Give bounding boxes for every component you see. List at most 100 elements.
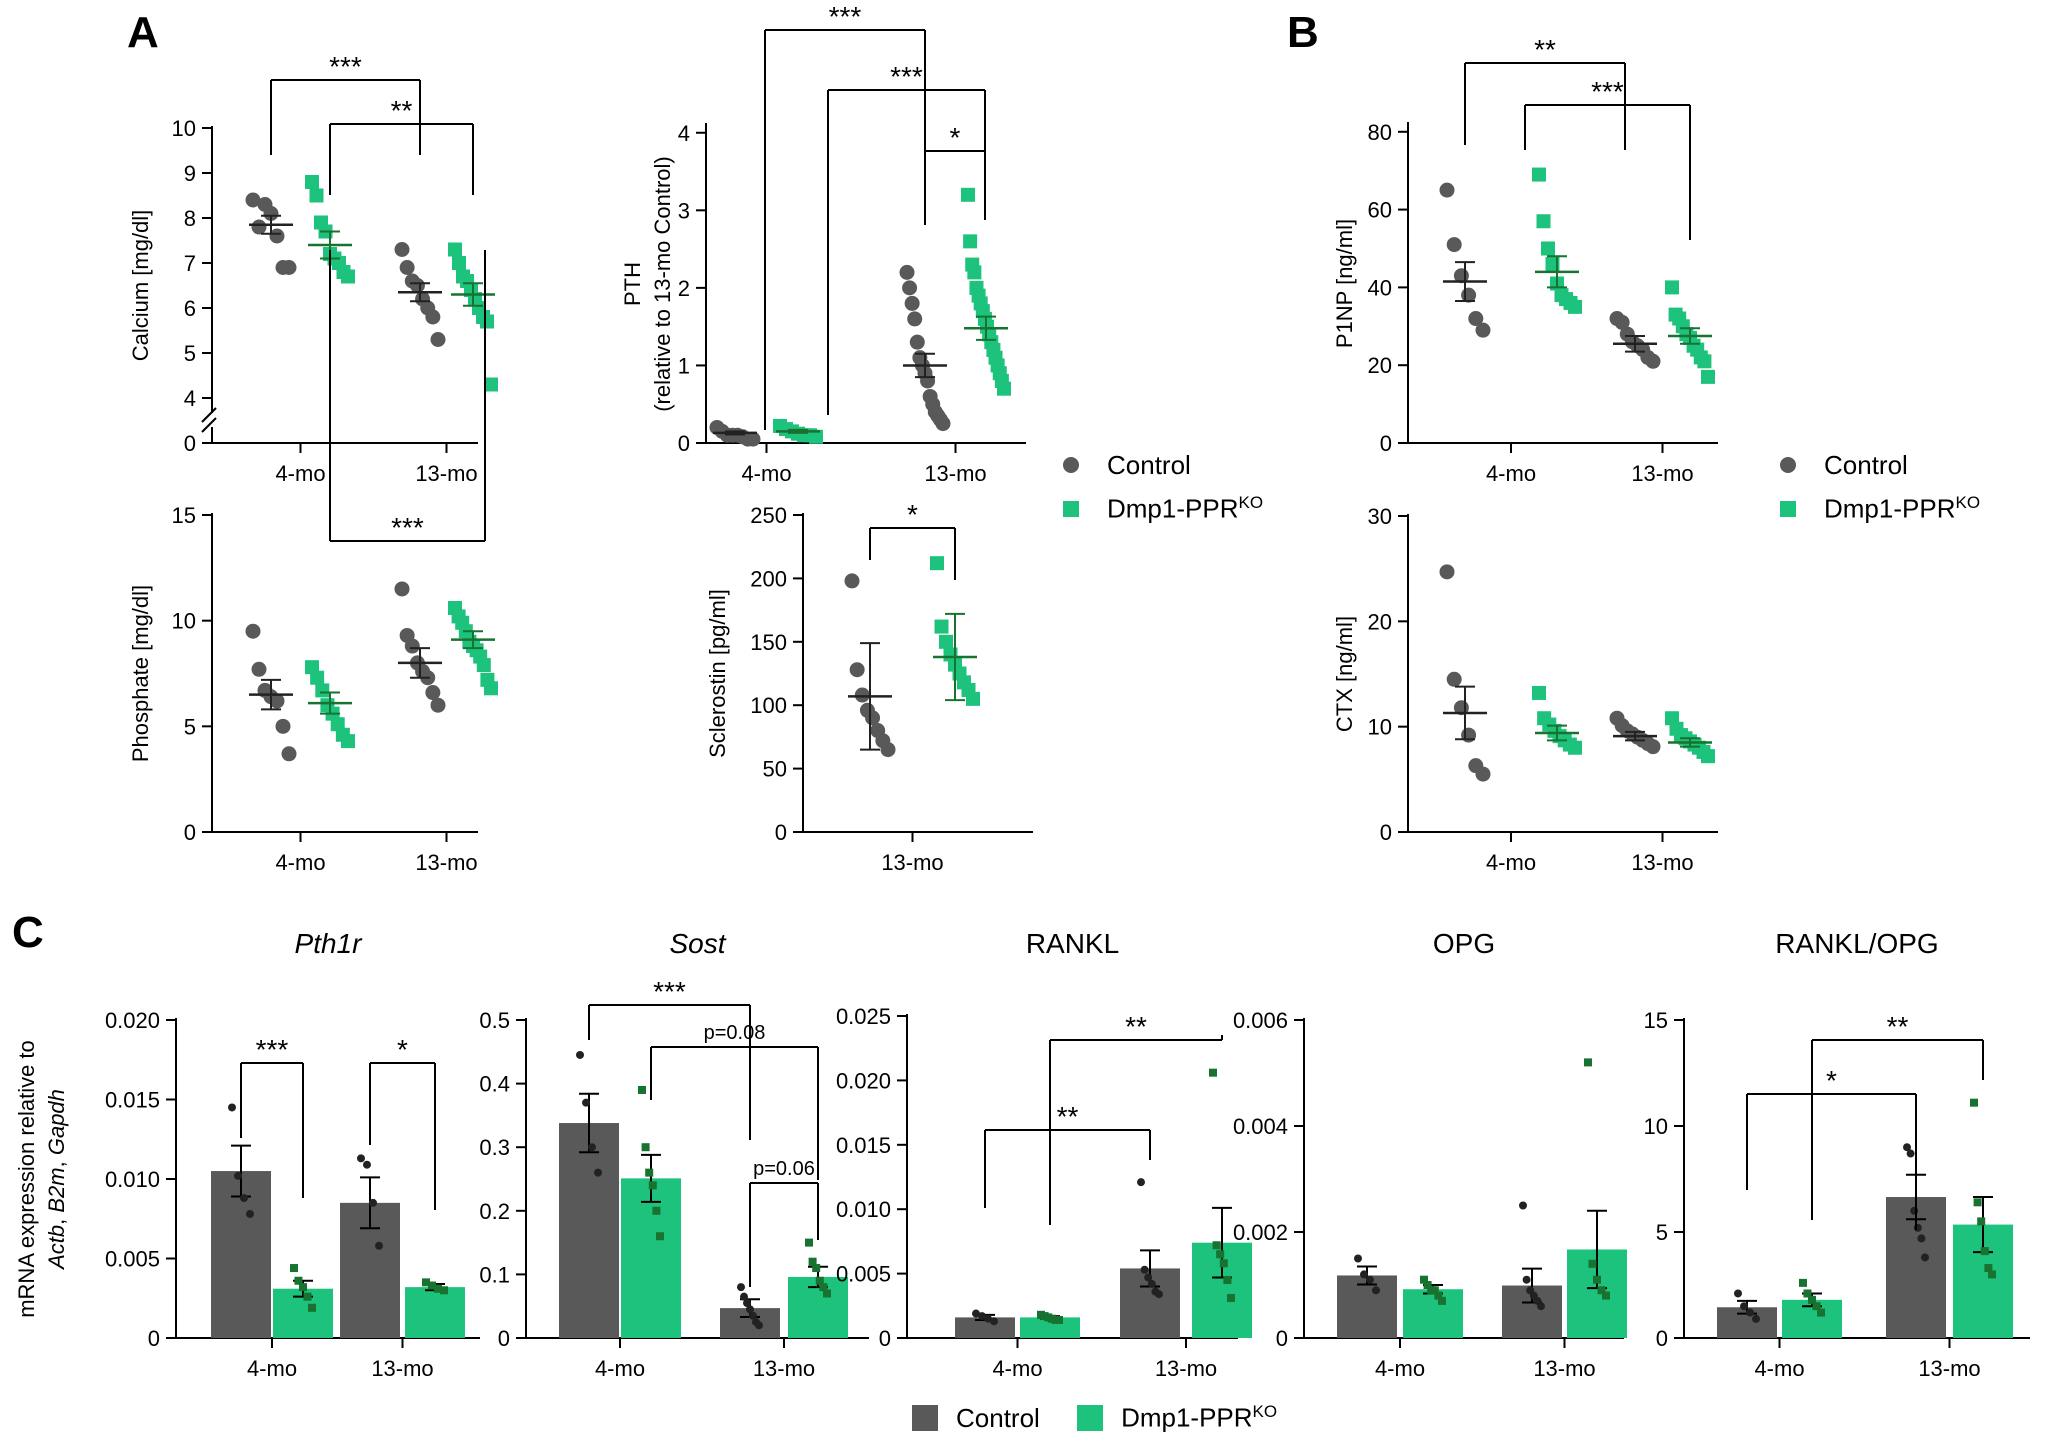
pth-point <box>904 295 920 311</box>
pth-x-tick-label: 13-mo <box>924 461 986 486</box>
legend-marker-control <box>912 1405 938 1431</box>
sost-significance-label: *** <box>653 976 686 1007</box>
opg-point <box>1519 1201 1527 1210</box>
sost-significance-label: p=0.06 <box>753 1158 815 1180</box>
calcium-y-tick-label: 8 <box>184 206 196 231</box>
pth1r-point <box>308 1303 316 1312</box>
pth1r-y-label-genes: Actb, B2m, Gapdh <box>44 1089 69 1271</box>
rankl_opg-x-tick-label: 13-mo <box>1918 1356 1980 1381</box>
rankl-y-tick-label: 0.010 <box>836 1197 891 1222</box>
p1np-y-tick-label: 40 <box>1368 275 1392 300</box>
p1np-point <box>1468 311 1484 327</box>
pth-y-label: PTH <box>620 262 645 306</box>
sclerostin-y-tick-label: 150 <box>750 630 787 655</box>
pth-point <box>902 280 918 296</box>
pth1r-point <box>434 1284 442 1293</box>
rankl-point <box>1147 1279 1156 1288</box>
p1np-significance-label: ** <box>1534 34 1556 65</box>
rankl_opg-y-tick-label: 10 <box>1644 1114 1668 1139</box>
calcium-x-tick-label: 4-mo <box>275 461 325 486</box>
rankl-point <box>978 1312 986 1321</box>
opg-point <box>1423 1281 1432 1289</box>
rankl-point <box>972 1309 980 1318</box>
rankl_opg-point <box>1812 1302 1821 1311</box>
calcium-y-tick-label: 6 <box>184 296 196 321</box>
legend-item-ko: Dmp1-PPRKO <box>1063 487 1263 531</box>
pth-y-tick-label: 3 <box>678 198 690 223</box>
pth1r-point <box>228 1103 236 1112</box>
pth1r-y-tick-label: 0.020 <box>105 1008 160 1033</box>
calcium-point <box>263 206 279 221</box>
phosphate-x-tick-label: 13-mo <box>415 850 477 875</box>
legend-item-control: Control <box>912 1396 1040 1440</box>
phosphate-point <box>341 734 355 749</box>
pth1r-significance-label: * <box>397 1034 408 1065</box>
pth1r-point <box>234 1171 242 1180</box>
pth-y-tick-label: 4 <box>678 121 690 146</box>
sost-title: Sost <box>669 928 726 959</box>
sost-point <box>652 1206 661 1215</box>
pth-point <box>935 416 951 432</box>
rankl_opg-point <box>1740 1302 1748 1311</box>
p1np-x-tick-label: 4-mo <box>1486 461 1536 486</box>
pth1r-point <box>363 1160 371 1169</box>
rankl_opg-point <box>1980 1247 1989 1256</box>
rankl-bar <box>955 1317 1015 1338</box>
phosphate-point <box>269 693 285 709</box>
rankl-point <box>1212 1241 1221 1250</box>
calcium-point <box>399 260 415 275</box>
pth-x-tick-label: 4-mo <box>741 461 791 486</box>
rankl-title: RANKL <box>1026 928 1119 959</box>
sost-point <box>737 1283 745 1292</box>
sost-point <box>823 1289 831 1298</box>
pth1r-point <box>428 1281 436 1290</box>
rankl-point <box>990 1317 998 1326</box>
pth1r-x-tick-label: 4-mo <box>247 1356 297 1381</box>
calcium-point <box>448 242 462 257</box>
pth1r-point <box>357 1154 365 1163</box>
sost-bar <box>559 1123 619 1338</box>
panel-label-a: A <box>127 8 159 57</box>
rankl-point <box>1055 1315 1063 1324</box>
p1np-y-tick-label: 80 <box>1368 120 1392 145</box>
sost-y-tick-label: 0 <box>498 1326 510 1351</box>
legend-label-ko: Dmp1-PPRKO <box>1107 493 1264 524</box>
legend-panel-b: Control Dmp1-PPRKO <box>1780 443 1980 531</box>
sclerostin-point <box>966 691 980 706</box>
phosphate-point <box>425 685 441 701</box>
p1np-y-tick-label: 60 <box>1368 198 1392 223</box>
ctx-y-tick-label: 0 <box>1380 820 1392 845</box>
legend-marker-control <box>1063 457 1079 473</box>
calcium-y-tick-label: 7 <box>184 251 196 276</box>
opg-point <box>1420 1275 1428 1284</box>
rankl-point <box>1223 1276 1232 1285</box>
pth-point <box>963 234 978 249</box>
pth1r-y-tick-label: 0.015 <box>105 1088 160 1113</box>
calcium-point <box>251 219 267 235</box>
p1np-significance-label: *** <box>1591 76 1624 107</box>
rankl_opg-point <box>1984 1264 1993 1273</box>
opg-point <box>1430 1286 1439 1295</box>
pth1r-point <box>422 1278 430 1287</box>
rankl-point <box>1227 1294 1235 1303</box>
sclerostin-y-tick-label: 50 <box>763 757 787 782</box>
opg-point <box>1593 1275 1601 1284</box>
legend-marker-ko <box>1780 501 1796 517</box>
ctx-point <box>1461 727 1477 743</box>
pth1r-title: Pth1r <box>295 928 364 959</box>
legend-marker-ko <box>1077 1405 1104 1431</box>
sclerostin-x-tick-label: 13-mo <box>881 850 943 875</box>
opg-y-tick-label: 0.002 <box>1233 1220 1288 1245</box>
legend-item-ko: Dmp1-PPRKO <box>1077 1396 1277 1440</box>
ctx-point <box>1665 711 1679 726</box>
rankl_opg-point <box>1921 1253 1929 1262</box>
opg-y-tick-label: 0 <box>1276 1326 1288 1351</box>
calcium-point <box>484 377 498 392</box>
pth-point <box>899 264 915 280</box>
sost-point <box>815 1276 824 1285</box>
legend-label-control: Control <box>1824 449 1908 480</box>
p1np-y-tick-label: 20 <box>1368 353 1392 378</box>
calcium-point <box>281 260 297 275</box>
rankl-bar <box>1020 1317 1080 1338</box>
rankl_opg-x-tick-label: 4-mo <box>1754 1356 1804 1381</box>
